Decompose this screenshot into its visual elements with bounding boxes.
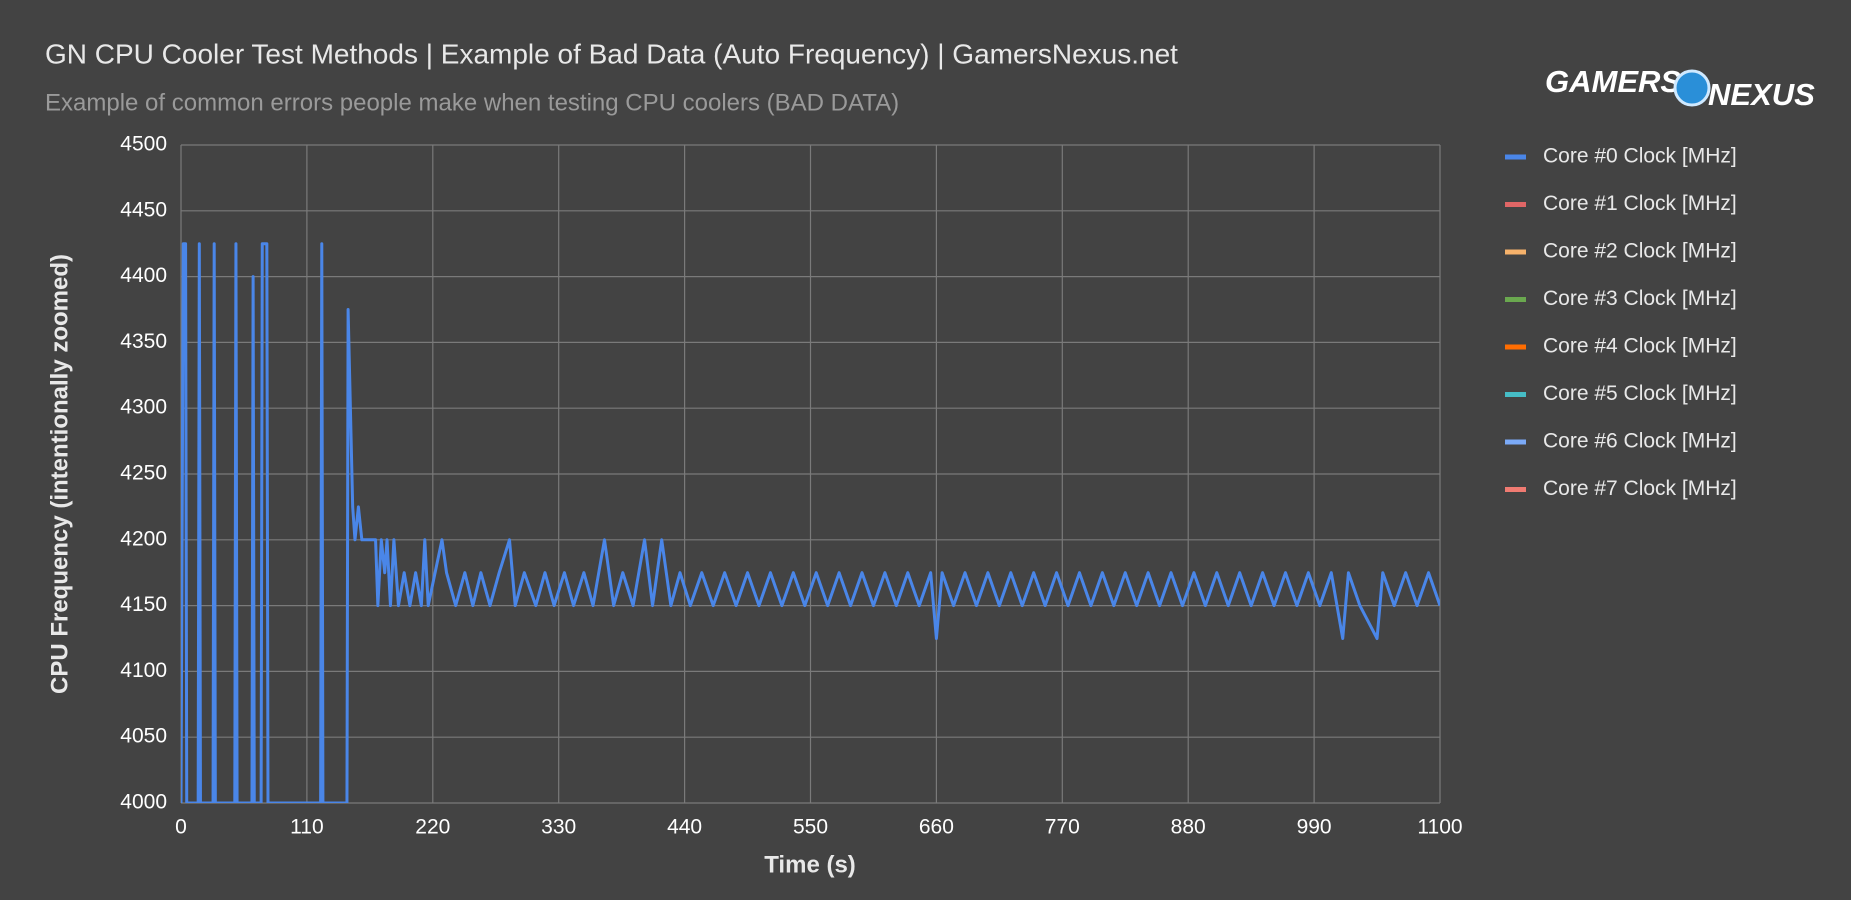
data-line <box>181 242 1440 803</box>
x-tick-label: 110 <box>290 816 323 839</box>
y-tick-label: 4400 <box>120 264 167 287</box>
x-tick-label: 880 <box>1171 816 1206 839</box>
x-tick-label: 330 <box>541 816 576 839</box>
y-tick-label: 4250 <box>120 462 167 485</box>
y-tick-label: 4200 <box>120 527 167 550</box>
y-tick-label: 4350 <box>120 330 167 353</box>
x-tick-label: 440 <box>667 816 702 839</box>
legend-label: Core #0 Clock [MHz] <box>1543 145 1737 168</box>
y-tick-label: 4100 <box>120 659 167 682</box>
legend-label: Core #7 Clock [MHz] <box>1543 477 1737 500</box>
x-tick-label: 770 <box>1045 816 1080 839</box>
y-axis-label: CPU Frequency (intentionally zoomed) <box>46 254 73 694</box>
y-tick-label: 4150 <box>120 593 167 616</box>
chart-title: GN CPU Cooler Test Methods | Example of … <box>45 38 1178 69</box>
logo-icon <box>1673 69 1711 107</box>
legend-label: Core #5 Clock [MHz] <box>1543 382 1737 405</box>
logo-text: NEXUS <box>1708 77 1815 112</box>
legend-label: Core #2 Clock [MHz] <box>1543 240 1737 263</box>
legend-label: Core #6 Clock [MHz] <box>1543 430 1737 453</box>
plot-area <box>181 242 1440 803</box>
y-tick-label: 4450 <box>120 198 167 221</box>
logo-text: GAMERS <box>1545 64 1681 99</box>
x-tick-label: 550 <box>793 816 828 839</box>
x-tick-label: 220 <box>415 816 450 839</box>
legend-label: Core #3 Clock [MHz] <box>1543 287 1737 310</box>
legend-label: Core #1 Clock [MHz] <box>1543 192 1737 215</box>
logo: GAMERS NEXUS <box>1545 64 1815 112</box>
x-tick-label: 990 <box>1297 816 1332 839</box>
y-tick-label: 4000 <box>120 791 167 814</box>
x-axis-label: Time (s) <box>764 851 856 878</box>
legend-label: Core #4 Clock [MHz] <box>1543 335 1737 358</box>
y-tick-label: 4050 <box>120 725 167 748</box>
chart-subtitle: Example of common errors people make whe… <box>45 89 899 116</box>
x-tick-label: 0 <box>175 816 187 839</box>
y-tick-label: 4300 <box>120 396 167 419</box>
y-tick-label: 4500 <box>120 133 167 156</box>
x-tick-label: 1100 <box>1417 816 1462 839</box>
x-tick-label: 660 <box>919 816 954 839</box>
